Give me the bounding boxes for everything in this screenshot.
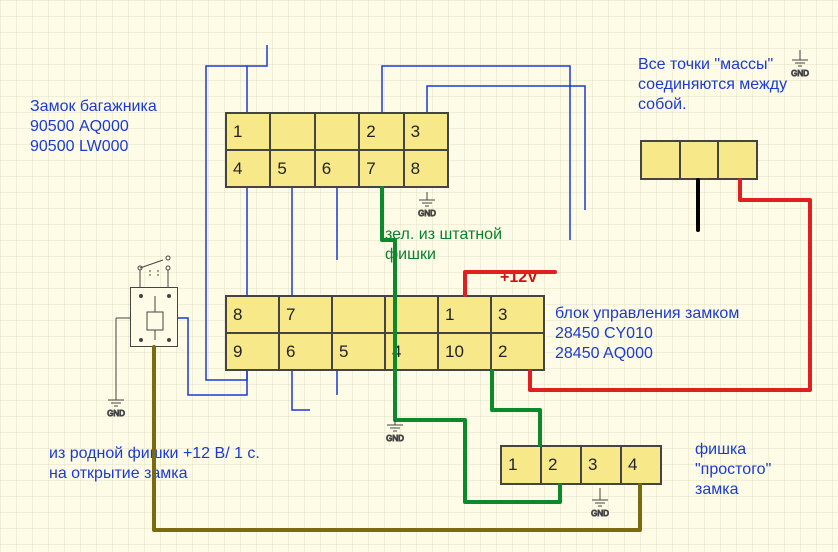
svg-text:GND: GND — [386, 434, 404, 443]
connector-control-block: 87 13 9654102 — [225, 295, 545, 371]
connector-trunk-lock: 1 23 45678 — [225, 112, 449, 188]
svg-text:GND: GND — [107, 409, 125, 418]
label-trunk-lock: Замок багажника 90500 AQ000 90500 LW000 — [30, 97, 157, 157]
relay-box — [130, 287, 178, 347]
connector-pin: 1 — [438, 296, 491, 333]
connector-pin: 8 — [404, 150, 448, 187]
connector-pin: 3 — [404, 113, 448, 150]
svg-text:GND: GND — [591, 509, 609, 518]
connector-pin: 1 — [226, 113, 270, 150]
connector-pin: 7 — [359, 150, 403, 187]
connector-pin: 9 — [226, 333, 279, 370]
svg-text:GND: GND — [418, 209, 436, 218]
connector-pin: 2 — [541, 446, 581, 484]
connector-pin: 7 — [279, 296, 332, 333]
label-plus12: +12V — [500, 268, 538, 288]
connector-pin: 5 — [332, 333, 385, 370]
connector-pin — [385, 296, 438, 333]
connector-pin: 8 — [226, 296, 279, 333]
label-relay-note: из родной фишки +12 В/ 1 с. на открытие … — [49, 444, 260, 484]
connector-pin: 6 — [315, 150, 359, 187]
label-simple: фишка "простого" замка — [695, 440, 771, 500]
connector-pin: 4 — [385, 333, 438, 370]
connector-pin — [332, 296, 385, 333]
connector-top-right — [640, 140, 758, 180]
connector-pin — [641, 141, 680, 179]
connector-pin: 2 — [359, 113, 403, 150]
connector-pin: 1 — [501, 446, 541, 484]
connector-pin — [680, 141, 719, 179]
connector-pin: 3 — [491, 296, 544, 333]
label-gnd-note: Все точки "массы" соединяются между собо… — [638, 55, 787, 115]
svg-text:GND: GND — [791, 69, 809, 78]
connector-pin: 10 — [438, 333, 491, 370]
connector-pin — [270, 113, 314, 150]
connector-pin: 4 — [226, 150, 270, 187]
connector-pin: 3 — [581, 446, 621, 484]
connector-simple-lock: 1234 — [500, 445, 662, 485]
connector-pin — [718, 141, 757, 179]
connector-pin: 4 — [621, 446, 661, 484]
label-block: блок управления замком 28450 CY010 28450… — [555, 304, 739, 364]
connector-pin — [315, 113, 359, 150]
connector-pin: 2 — [491, 333, 544, 370]
connector-pin: 5 — [270, 150, 314, 187]
label-green-note: зел. из штатной фишки — [385, 225, 502, 265]
connector-pin: 6 — [279, 333, 332, 370]
